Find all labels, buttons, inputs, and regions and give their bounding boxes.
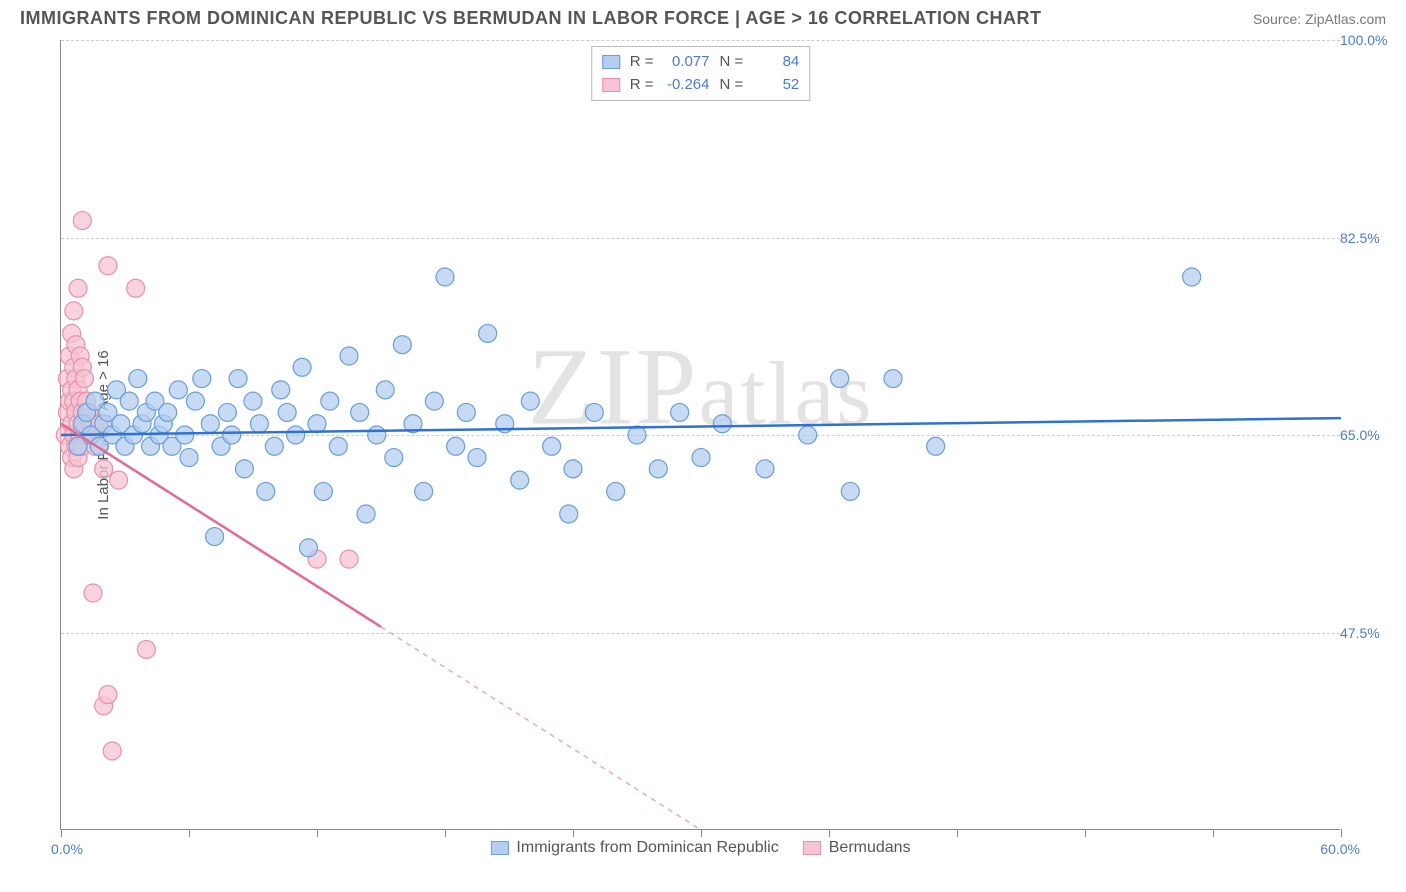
r-label-2: R = (630, 74, 654, 97)
correlation-legend: R = 0.077 N = 84 R = -0.264 N = 52 (591, 46, 811, 101)
y-tick-label: 47.5% (1340, 625, 1398, 641)
x-tick (573, 829, 574, 837)
x-tick (1341, 829, 1342, 837)
regression-line-dashed (381, 627, 701, 830)
regression-line-solid (61, 418, 1341, 435)
chart-title: IMMIGRANTS FROM DOMINICAN REPUBLIC VS BE… (20, 8, 1042, 29)
x-tick (61, 829, 62, 837)
x-tick (445, 829, 446, 837)
n-value-1: 84 (749, 51, 799, 74)
x-tick (957, 829, 958, 837)
x-tick (829, 829, 830, 837)
n-label-1: N = (720, 51, 744, 74)
x-tick (317, 829, 318, 837)
n-value-2: 52 (749, 74, 799, 97)
y-tick-label: 65.0% (1340, 427, 1398, 443)
r-label-1: R = (630, 51, 654, 74)
r-value-1: 0.077 (660, 51, 710, 74)
regression-lines (61, 40, 1340, 829)
swatch-series1 (602, 55, 620, 69)
legend-row-series1: R = 0.077 N = 84 (602, 51, 800, 74)
plot-region: ZIPatlas R = 0.077 N = 84 R = -0.264 N =… (60, 40, 1340, 830)
legend-item-series2: Bermudans (803, 839, 911, 857)
y-tick-label: 82.5% (1340, 230, 1398, 246)
n-label-2: N = (720, 74, 744, 97)
swatch-series2 (602, 78, 620, 92)
x-tick (189, 829, 190, 837)
chart-source: Source: ZipAtlas.com (1253, 11, 1386, 27)
legend-row-series2: R = -0.264 N = 52 (602, 74, 800, 97)
swatch-series2-bottom (803, 841, 821, 855)
swatch-series1-bottom (490, 841, 508, 855)
x-axis-min-label: 0.0% (51, 841, 83, 857)
x-tick (1085, 829, 1086, 837)
legend-label-series1: Immigrants from Dominican Republic (516, 839, 778, 857)
x-tick (701, 829, 702, 837)
legend-item-series1: Immigrants from Dominican Republic (490, 839, 778, 857)
x-axis-max-label: 60.0% (1320, 841, 1360, 857)
series-legend: Immigrants from Dominican Republic Bermu… (490, 839, 910, 857)
r-value-2: -0.264 (660, 74, 710, 97)
x-tick (1213, 829, 1214, 837)
chart-area: ZIPatlas R = 0.077 N = 84 R = -0.264 N =… (60, 40, 1380, 830)
y-tick-label: 100.0% (1340, 32, 1398, 48)
legend-label-series2: Bermudans (829, 839, 911, 857)
regression-line-solid (61, 424, 381, 627)
